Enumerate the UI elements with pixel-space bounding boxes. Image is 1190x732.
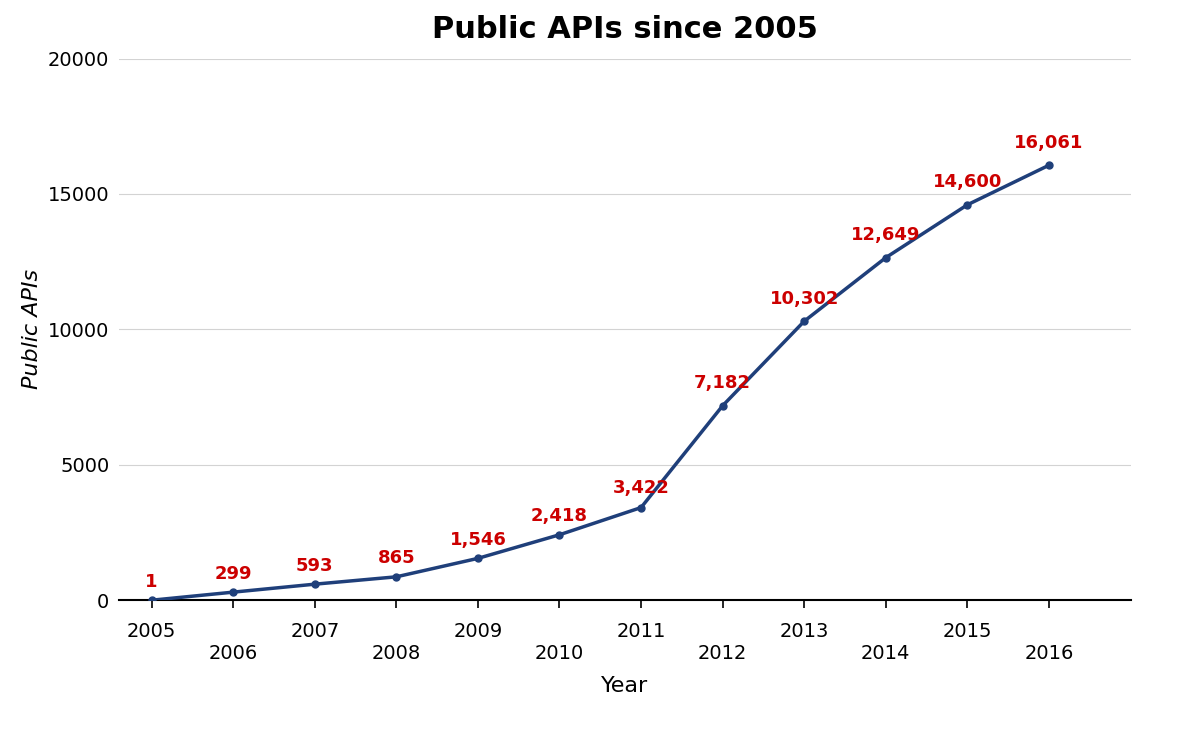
Text: 2010: 2010	[534, 643, 584, 662]
Text: 2006: 2006	[208, 643, 258, 662]
Text: 3,422: 3,422	[613, 479, 670, 497]
Text: 12,649: 12,649	[851, 226, 921, 244]
Text: 2011: 2011	[616, 622, 665, 641]
Text: 1: 1	[145, 572, 158, 591]
Text: 2015: 2015	[942, 622, 992, 641]
Title: Public APIs since 2005: Public APIs since 2005	[432, 15, 818, 44]
Text: 7,182: 7,182	[694, 374, 751, 392]
Text: 2009: 2009	[453, 622, 502, 641]
Text: 2,418: 2,418	[531, 507, 588, 526]
Text: 299: 299	[214, 564, 252, 583]
X-axis label: Year: Year	[601, 676, 649, 696]
Text: 1,546: 1,546	[450, 531, 507, 549]
Text: 865: 865	[377, 549, 415, 567]
Text: 10,302: 10,302	[770, 290, 839, 307]
Text: 2014: 2014	[862, 643, 910, 662]
Y-axis label: Public APIs: Public APIs	[23, 269, 42, 389]
Text: 16,061: 16,061	[1014, 134, 1084, 152]
Text: 593: 593	[296, 557, 333, 575]
Text: 2007: 2007	[290, 622, 339, 641]
Text: 2012: 2012	[699, 643, 747, 662]
Text: 2008: 2008	[371, 643, 421, 662]
Text: 14,600: 14,600	[933, 173, 1002, 191]
Text: 2013: 2013	[779, 622, 829, 641]
Text: 2005: 2005	[127, 622, 176, 641]
Text: 2016: 2016	[1025, 643, 1073, 662]
